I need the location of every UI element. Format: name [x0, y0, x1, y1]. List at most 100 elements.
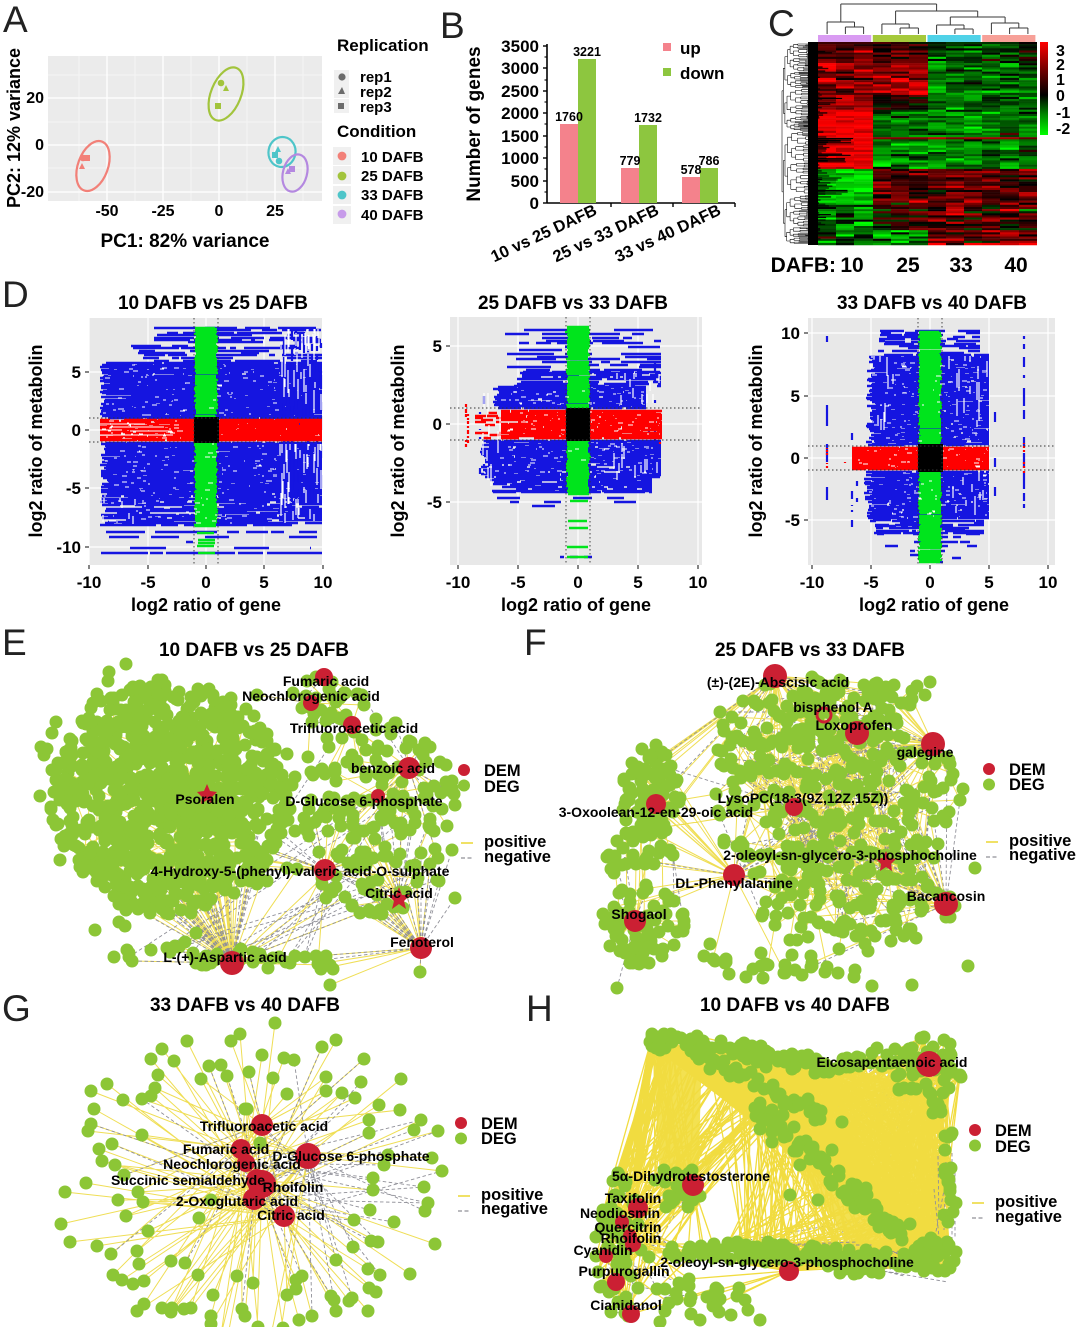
svg-text:5: 5	[433, 337, 442, 356]
svg-text:rep1: rep1	[360, 69, 392, 86]
svg-text:negative: negative	[481, 1200, 548, 1218]
svg-text:-1: -1	[1056, 105, 1070, 122]
svg-text:-5: -5	[427, 493, 442, 512]
svg-text:25: 25	[266, 203, 284, 220]
svg-text:DEM: DEM	[995, 1122, 1032, 1140]
svg-text:Bacancosin: Bacancosin	[907, 888, 986, 904]
svg-text:25 DAFB vs 33 DAFB: 25 DAFB vs 33 DAFB	[478, 293, 668, 314]
svg-text:Fumaric acid: Fumaric acid	[183, 1141, 269, 1157]
svg-text:Fumaric acid: Fumaric acid	[283, 673, 369, 689]
svg-text:D-Glucose 6-phosphate: D-Glucose 6-phosphate	[272, 1148, 429, 1164]
svg-text:benzoic acid: benzoic acid	[351, 760, 435, 776]
svg-text:LysoPC(18:3(9Z,12Z,15Z)): LysoPC(18:3(9Z,12Z,15Z))	[718, 790, 889, 806]
svg-text:0: 0	[35, 137, 44, 154]
svg-text:779: 779	[620, 154, 641, 168]
svg-text:0: 0	[201, 573, 210, 592]
svg-text:Taxifolin: Taxifolin	[605, 1190, 662, 1206]
svg-text:positive: positive	[1009, 832, 1071, 850]
svg-text:Citric acid: Citric acid	[257, 1207, 325, 1223]
svg-text:10 DAFB vs 25 DAFB: 10 DAFB vs 25 DAFB	[118, 293, 308, 314]
svg-text:log2 ratio of metabolin: log2 ratio of metabolin	[26, 344, 46, 537]
svg-text:F: F	[524, 622, 547, 663]
svg-text:Rhoifolin: Rhoifolin	[601, 1230, 662, 1246]
svg-text:786: 786	[699, 154, 720, 168]
svg-text:0: 0	[925, 573, 934, 592]
svg-text:DEM: DEM	[484, 762, 521, 780]
svg-text:D-Glucose 6-phosphate: D-Glucose 6-phosphate	[285, 793, 442, 809]
svg-text:-5: -5	[785, 511, 800, 530]
svg-text:25 DAFB: 25 DAFB	[361, 168, 424, 185]
svg-text:5α-Dihydrotestosterone: 5α-Dihydrotestosterone	[612, 1168, 770, 1184]
svg-text:Quercitrin: Quercitrin	[595, 1219, 662, 1235]
svg-text:PC1: 82% variance: PC1: 82% variance	[101, 231, 270, 252]
svg-text:-10: -10	[56, 538, 81, 557]
svg-text:0: 0	[791, 449, 800, 468]
svg-text:DEG: DEG	[481, 1130, 517, 1148]
svg-text:-50: -50	[95, 203, 118, 220]
svg-text:10: 10	[1039, 573, 1058, 592]
svg-text:3500: 3500	[501, 37, 539, 56]
svg-text:L-(+)-Aspartic acid: L-(+)-Aspartic acid	[163, 949, 286, 965]
svg-text:1000: 1000	[501, 149, 539, 168]
svg-text:PC2: 12% variance: PC2: 12% variance	[4, 48, 24, 208]
svg-text:2-oleoyl-sn-glycero-3-phosphoc: 2-oleoyl-sn-glycero-3-phosphocholine	[660, 1254, 914, 1270]
svg-text:1: 1	[1056, 72, 1065, 89]
svg-text:25: 25	[896, 254, 920, 277]
svg-text:25 DAFB vs 33 DAFB: 25 DAFB vs 33 DAFB	[715, 640, 905, 661]
svg-text:33 DAFB: 33 DAFB	[361, 187, 424, 204]
svg-text:G: G	[2, 988, 31, 1029]
svg-text:Cyanidin: Cyanidin	[573, 1242, 632, 1258]
svg-text:B: B	[440, 5, 465, 46]
svg-text:A: A	[3, 0, 28, 40]
svg-text:Purpurogallin: Purpurogallin	[579, 1263, 670, 1279]
svg-text:E: E	[2, 622, 27, 663]
svg-text:Succinic semialdehyde: Succinic semialdehyde	[111, 1172, 265, 1188]
svg-text:negative: negative	[484, 848, 551, 866]
svg-text:2-Oxoglutaric acid: 2-Oxoglutaric acid	[176, 1193, 298, 1209]
svg-text:positive: positive	[484, 833, 546, 851]
svg-text:0: 0	[72, 421, 81, 440]
svg-text:Citric acid: Citric acid	[365, 885, 433, 901]
svg-text:DEG: DEG	[1009, 776, 1045, 794]
svg-text:Loxoprofen: Loxoprofen	[816, 717, 893, 733]
svg-text:2500: 2500	[501, 82, 539, 101]
svg-text:log2 ratio of metabolin: log2 ratio of metabolin	[746, 344, 766, 537]
svg-text:(±)-(2E)-Abscisic acid: (±)-(2E)-Abscisic acid	[707, 674, 849, 690]
svg-text:-10: -10	[800, 573, 825, 592]
svg-text:33: 33	[949, 254, 972, 277]
svg-text:10 DAFB: 10 DAFB	[361, 149, 424, 166]
svg-text:0: 0	[573, 573, 582, 592]
svg-text:Number of genes: Number of genes	[464, 46, 485, 201]
svg-text:Psoralen: Psoralen	[175, 791, 234, 807]
svg-text:40 DAFB: 40 DAFB	[361, 207, 424, 224]
svg-text:-20: -20	[21, 184, 44, 201]
svg-text:10: 10	[314, 573, 333, 592]
svg-text:DL-Phenylalanine: DL-Phenylalanine	[675, 875, 793, 891]
svg-text:3: 3	[1056, 43, 1065, 60]
svg-text:Neochlorogenic acid: Neochlorogenic acid	[242, 688, 380, 704]
svg-text:rep3: rep3	[360, 99, 392, 116]
svg-text:5: 5	[633, 573, 642, 592]
svg-text:-5: -5	[510, 573, 525, 592]
svg-text:positive: positive	[995, 1193, 1057, 1211]
svg-text:2000: 2000	[501, 104, 539, 123]
svg-text:negative: negative	[995, 1208, 1062, 1226]
svg-text:-10: -10	[446, 573, 471, 592]
svg-text:10: 10	[689, 573, 708, 592]
svg-text:bisphenol A: bisphenol A	[793, 699, 873, 715]
svg-text:log2 ratio of gene: log2 ratio of gene	[131, 595, 281, 615]
svg-text:3-Oxoolean-12-en-29-oic acid: 3-Oxoolean-12-en-29-oic acid	[559, 804, 754, 820]
svg-text:2-oleoyl-sn-glycero-3-phosphoc: 2-oleoyl-sn-glycero-3-phosphocholine	[723, 847, 977, 863]
svg-text:D: D	[2, 274, 29, 315]
svg-text:Cianidanol: Cianidanol	[590, 1297, 662, 1313]
svg-text:log2 ratio of gene: log2 ratio of gene	[859, 595, 1009, 615]
svg-text:DEG: DEG	[995, 1138, 1031, 1156]
svg-text:rep2: rep2	[360, 84, 392, 101]
svg-text:Neodiosmin: Neodiosmin	[580, 1205, 660, 1221]
svg-text:5: 5	[72, 363, 81, 382]
svg-text:Replication: Replication	[337, 36, 429, 55]
svg-text:578: 578	[681, 163, 702, 177]
svg-text:positive: positive	[481, 1186, 543, 1204]
svg-text:Trifluoroacetic acid: Trifluoroacetic acid	[200, 1118, 328, 1134]
svg-text:Rhoifolin: Rhoifolin	[263, 1179, 324, 1195]
